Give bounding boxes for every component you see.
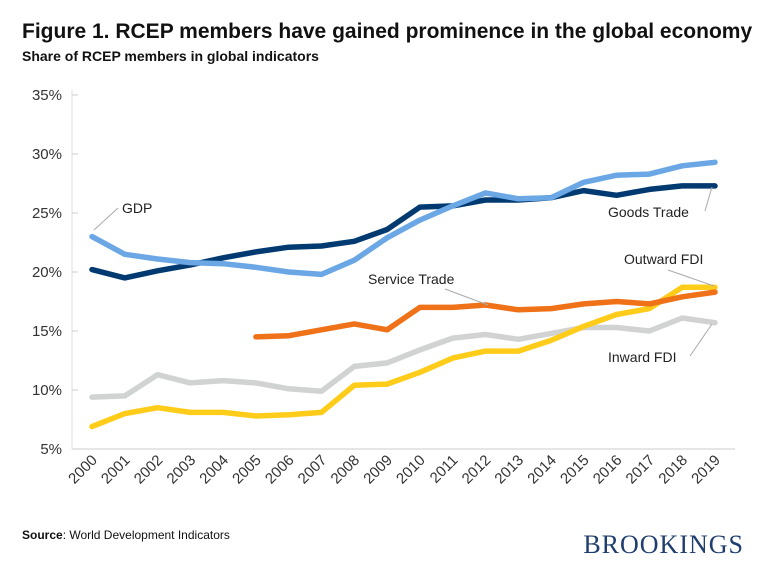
x-tick-label: 2003 [164,452,200,488]
x-tick-label: 2001 [98,452,134,488]
series-line-service-trade [253,289,718,340]
label-leader-line [444,288,489,306]
x-tick-label: 2010 [393,452,429,488]
label-leader-line [93,207,119,231]
y-tick-label: 25% [32,205,62,222]
series-label-gdp: GDP [122,200,152,216]
x-tick-label: 2009 [360,452,396,488]
y-tick-label: 10% [32,382,62,399]
x-tick-label: 2013 [491,452,527,488]
chart-title: Figure 1. RCEP members have gained promi… [22,20,753,43]
source-label: Source [22,528,63,542]
series-label-outward-fdi: Outward FDI [624,251,703,267]
x-tick-label: 2014 [524,452,560,488]
source-text: : World Development Indicators [62,528,230,542]
x-tick-label: 2012 [459,452,495,488]
x-tick-label: 2019 [688,452,724,488]
label-leader-line [704,186,713,212]
label-leader-line [689,323,713,357]
series-line-inward-fdi [89,315,718,400]
series-label-goods-trade: Goods Trade [608,204,689,220]
y-tick-label: 5% [40,441,62,458]
y-tick-label: 15% [32,323,62,340]
x-tick-label: 2016 [590,452,626,488]
x-tick-label: 2015 [557,452,593,488]
series-label-service-trade: Service Trade [368,271,455,287]
series-line-outward-fdi [89,284,718,430]
x-tick-label: 2018 [655,452,691,488]
x-tick-label: 2006 [262,452,298,488]
x-tick-label: 2002 [131,452,167,488]
x-tick-label: 2000 [65,452,101,488]
x-tick-label: 2011 [427,452,462,487]
y-tick-label: 20% [32,264,62,281]
x-tick-label: 2017 [623,452,659,488]
x-tick-label: 2007 [295,452,331,488]
chart-subtitle: Share of RCEP members in global indicato… [22,48,319,64]
series-line-gdp [89,159,718,278]
y-tick-label: 30% [32,146,62,163]
x-tick-label: 2008 [328,452,364,488]
x-tick-label: 2004 [196,452,232,488]
source-note: Source: World Development Indicators [22,528,230,542]
label-leader-line [667,269,715,287]
series-label-inward-fdi: Inward FDI [608,349,676,365]
x-tick-label: 2005 [229,452,265,488]
y-tick-label: 35% [32,87,62,104]
brookings-logo: BROOKINGS [583,530,744,559]
